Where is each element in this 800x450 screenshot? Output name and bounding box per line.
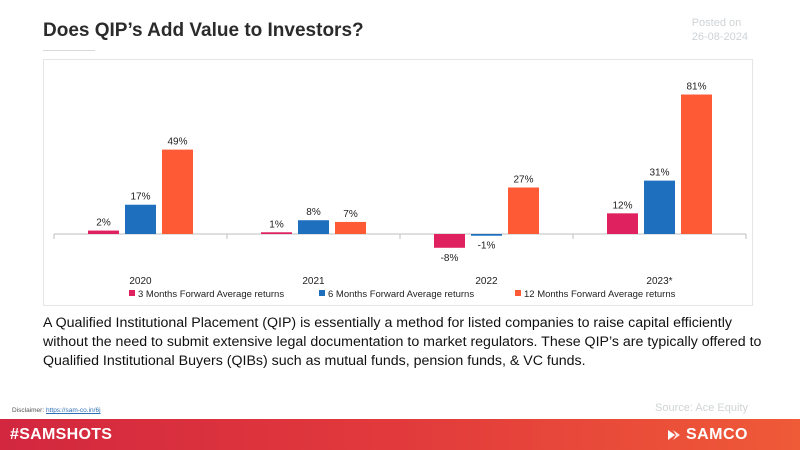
bar-2-2022 — [471, 234, 502, 236]
samco-logo-icon — [667, 430, 680, 440]
category-label: 2020 — [129, 276, 152, 287]
brand-name: SAMCO — [685, 426, 748, 443]
category-label: 2023* — [646, 276, 672, 287]
data-label: 7% — [343, 209, 358, 220]
bar-3-2021 — [335, 221, 366, 234]
bar-3-2020 — [162, 149, 193, 234]
data-label: 8% — [306, 207, 321, 218]
data-label: 49% — [167, 137, 187, 148]
posted-date: 26-08-2024 — [691, 31, 748, 43]
disclaimer-label: Disclaimer: — [12, 407, 45, 414]
legend-label: 12 Months Forward Average returns — [524, 289, 676, 300]
disclaimer: Disclaimer: https://sam-co.in/6j — [12, 407, 101, 414]
bar-1-2021 — [261, 232, 292, 234]
category-label: 2022 — [475, 276, 498, 287]
data-label: 17% — [130, 192, 150, 203]
disclaimer-link[interactable]: https://sam-co.in/6j — [45, 407, 101, 414]
data-label: -8% — [441, 253, 459, 264]
legend-label: 3 Months Forward Average returns — [138, 289, 284, 300]
legend-swatch — [515, 290, 521, 296]
data-label: -1% — [478, 241, 496, 252]
hashtag-label: #SAMSHOTS — [10, 426, 113, 443]
legend-label: 6 Months Forward Average returns — [328, 289, 474, 300]
title-underline — [43, 50, 95, 51]
bar-chart: 2% 17% 49% 2020 1% 8% 7% 2021 -8% -1% 27% 2022 12% 31… — [53, 82, 747, 300]
bar-2-2020 — [125, 204, 156, 234]
page-title: Does QIP’s Add Value to Investors? — [43, 20, 364, 41]
brand-logo: SAMCO — [666, 426, 748, 444]
posted-info: Posted on 26-08-2024 — [692, 16, 748, 44]
bar-3-2022 — [508, 187, 539, 234]
bar-1-2023* — [607, 213, 638, 234]
posted-label: Posted on — [691, 17, 742, 29]
data-label: 27% — [513, 175, 533, 186]
bar-3-2023* — [681, 94, 712, 234]
legend-swatch — [319, 290, 325, 296]
description-text: A Qualified Institutional Placement (QIP… — [43, 315, 762, 369]
bar-2-2023* — [644, 180, 675, 234]
bar-2-2021 — [298, 220, 329, 234]
legend-swatch — [129, 290, 135, 296]
category-label: 2021 — [302, 276, 325, 287]
chart-container: 2% 17% 49% 2020 1% 8% 7% 2021 -8% -1% 27% 2022 12% 31… — [43, 59, 753, 306]
data-label: 31% — [649, 168, 669, 179]
data-label: 81% — [686, 82, 706, 93]
bar-1-2022 — [434, 234, 465, 248]
data-label: 2% — [96, 218, 111, 229]
bar-1-2020 — [88, 230, 119, 234]
source-note: Source: Ace Equity — [655, 402, 748, 414]
data-label: 12% — [612, 200, 632, 211]
data-label: 1% — [269, 219, 284, 230]
footer-bar: #SAMSHOTS SAMCO — [0, 419, 800, 450]
